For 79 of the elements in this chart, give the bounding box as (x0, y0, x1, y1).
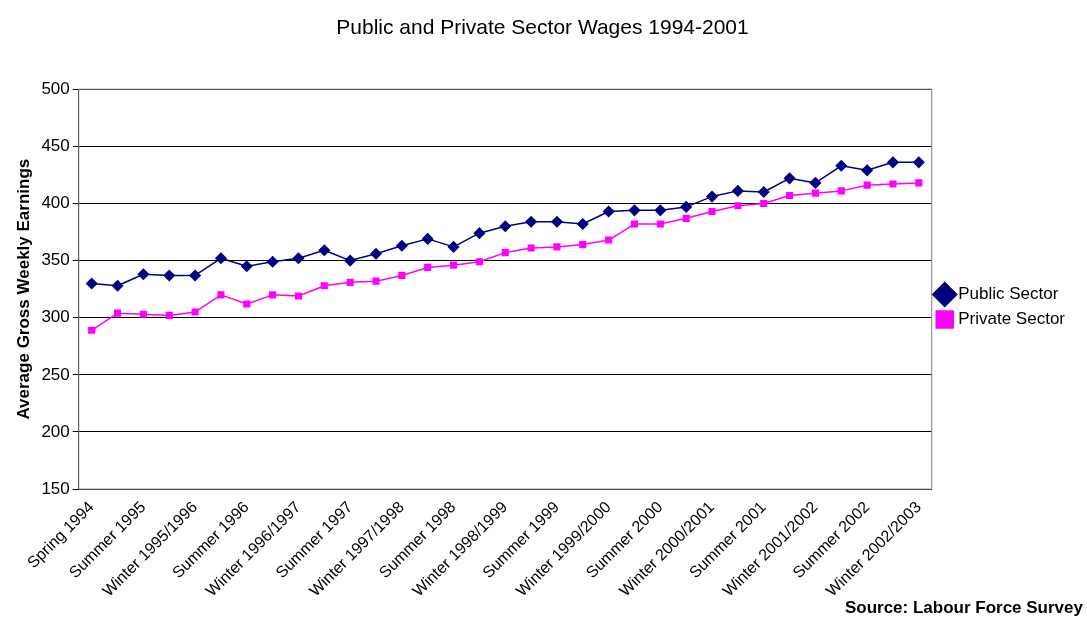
chart-title: Public and Private Sector Wages 1994-2001 (336, 15, 749, 39)
point (501, 249, 509, 257)
point (553, 243, 561, 251)
point (165, 311, 173, 320)
point (217, 291, 225, 299)
point (398, 271, 406, 280)
y-tick-label: 400 (41, 193, 70, 213)
y-tick-label: 350 (41, 250, 70, 270)
point (163, 269, 175, 282)
point (243, 300, 251, 308)
point (473, 227, 486, 239)
point (835, 160, 848, 172)
point (137, 268, 150, 281)
point (732, 185, 744, 197)
point (499, 220, 511, 233)
point (111, 279, 124, 292)
y-tick-label: 450 (41, 136, 70, 156)
point (525, 215, 537, 228)
point (579, 241, 587, 249)
point (318, 244, 331, 257)
point (320, 282, 328, 290)
point (861, 164, 873, 177)
point (734, 202, 742, 210)
legend-label: Public Sector (958, 284, 1059, 304)
point (269, 291, 277, 299)
y-tick-label: 200 (41, 421, 70, 441)
point (915, 179, 923, 187)
point (139, 310, 147, 318)
point (421, 233, 434, 245)
y-tick-label: 500 (41, 78, 70, 98)
point (680, 201, 692, 213)
source-note: Source: Labour Force Survey (844, 598, 1083, 618)
point (887, 156, 899, 169)
point (396, 239, 408, 252)
point (346, 278, 354, 286)
point (344, 254, 356, 267)
point (863, 181, 871, 189)
point (551, 215, 563, 228)
point (447, 241, 460, 253)
point (449, 261, 458, 269)
y-tick-label: 150 (41, 478, 70, 498)
point (605, 236, 613, 244)
point (786, 191, 794, 200)
point (294, 292, 303, 300)
point (527, 244, 535, 252)
point (85, 277, 98, 290)
point (266, 255, 279, 268)
point (370, 247, 382, 260)
point (708, 207, 716, 216)
point (809, 177, 822, 189)
point (889, 180, 897, 188)
point (292, 252, 305, 265)
point (757, 186, 770, 198)
point (372, 277, 380, 285)
point (424, 263, 432, 272)
point (475, 258, 483, 266)
y-axis-title: Average Gross Weekly Earnings (13, 158, 33, 420)
point (630, 220, 639, 228)
point (577, 218, 589, 230)
point (811, 189, 819, 197)
point (189, 269, 201, 282)
point (682, 214, 690, 222)
point (628, 204, 641, 217)
point (113, 309, 122, 317)
y-tick-label: 250 (41, 364, 70, 384)
point (241, 260, 253, 273)
point (602, 205, 615, 218)
point (654, 204, 667, 217)
point (783, 172, 796, 185)
y-tick-label: 300 (41, 307, 70, 327)
point (191, 308, 199, 316)
legend-label: Private Sector (958, 309, 1066, 329)
point (215, 252, 227, 265)
point (760, 199, 768, 208)
point (837, 187, 845, 195)
point (656, 220, 664, 228)
point (706, 190, 718, 203)
point (88, 326, 96, 334)
point (913, 156, 925, 169)
